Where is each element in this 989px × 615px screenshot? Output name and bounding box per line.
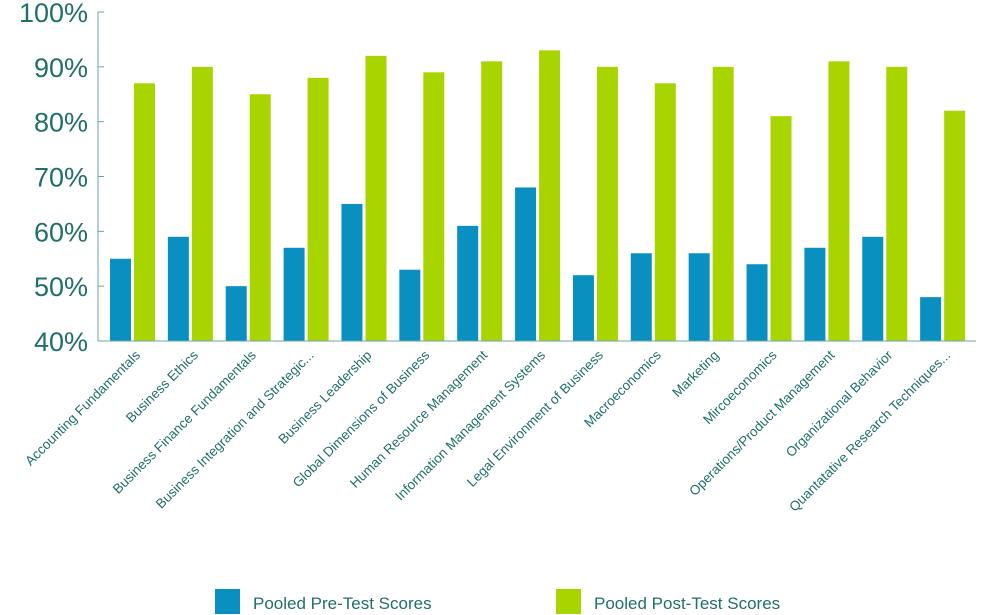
legend-label-post: Pooled Post-Test Scores — [594, 594, 780, 613]
bar-post-test — [307, 77, 329, 342]
bar-pre-test — [515, 187, 537, 341]
bar-pre-test — [457, 225, 479, 341]
bar-post-test — [249, 94, 271, 341]
bar-post-test — [770, 116, 792, 341]
legend-swatch-pre — [215, 589, 240, 614]
bar-pre-test — [399, 269, 421, 341]
y-axis-ticks: 40% 50% 60% 70% 80% 90% 100% — [19, 0, 104, 357]
bar-pre-test — [804, 247, 826, 341]
bar-post-test — [654, 83, 676, 342]
legend-label-pre: Pooled Pre-Test Scores — [253, 594, 432, 613]
bar-pre-test — [572, 275, 594, 341]
x-tick-label: Marketing — [669, 348, 722, 401]
legend: Pooled Pre-Test Scores Pooled Post-Test … — [215, 589, 780, 614]
bar-pre-test — [920, 297, 942, 341]
y-tick-label: 40% — [34, 327, 88, 357]
bar-post-test — [481, 61, 503, 341]
bar-post-test — [596, 66, 618, 341]
bars-layer — [110, 50, 966, 342]
bar-pre-test — [688, 253, 710, 341]
bar-pre-test — [283, 247, 305, 341]
bar-pre-test — [341, 203, 363, 341]
x-tick-label: Accounting Fundamentals — [22, 347, 143, 468]
bar-post-test — [423, 72, 445, 342]
legend-swatch-post — [556, 589, 581, 614]
bar-post-test — [539, 50, 561, 342]
bar-post-test — [191, 66, 213, 341]
y-tick-label: 60% — [34, 217, 88, 247]
bar-post-test — [712, 66, 734, 341]
y-tick-label: 80% — [34, 108, 88, 138]
bar-post-test — [134, 83, 155, 342]
bar-pre-test — [110, 258, 131, 341]
bar-pre-test — [167, 236, 189, 341]
bar-pre-test — [225, 286, 247, 341]
bar-post-test — [886, 66, 908, 341]
bar-post-test — [365, 55, 387, 341]
y-tick-label: 50% — [34, 272, 88, 302]
y-tick-label: 100% — [19, 0, 88, 28]
bar-pre-test — [746, 264, 768, 341]
bar-pre-test — [862, 236, 884, 341]
x-tick-label: Organizational Behavior — [783, 347, 896, 460]
bar-post-test — [944, 110, 966, 341]
bar-pre-test — [630, 253, 652, 341]
bar-post-test — [828, 61, 850, 341]
y-tick-label: 90% — [34, 53, 88, 83]
y-tick-label: 70% — [34, 163, 88, 193]
